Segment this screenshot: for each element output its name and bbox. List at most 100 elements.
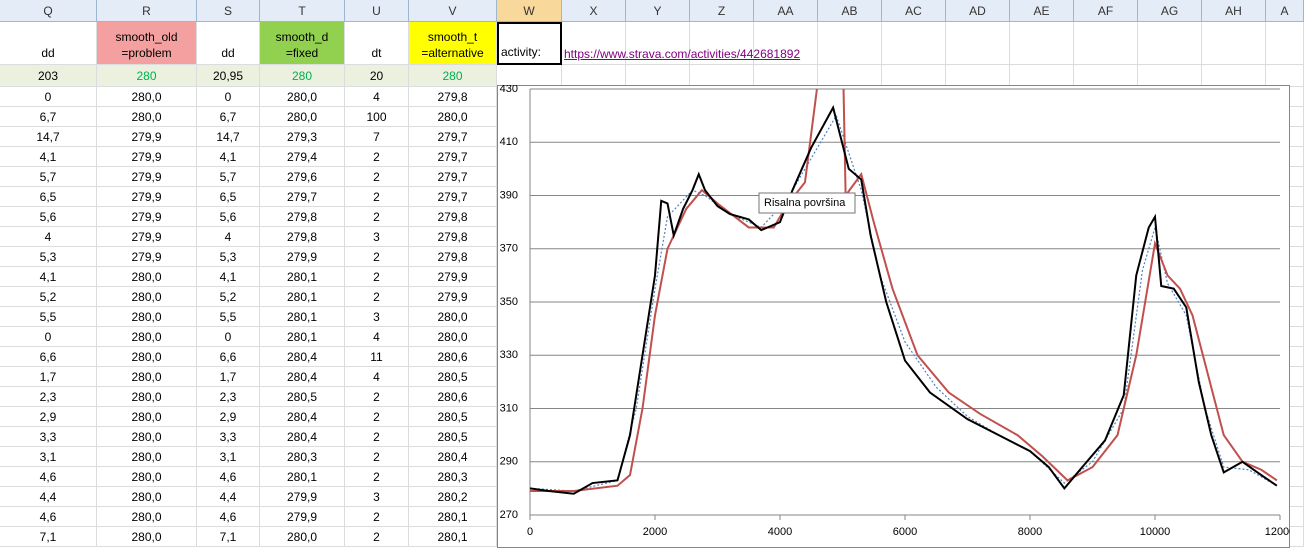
summary-cell[interactable] (1266, 65, 1304, 87)
data-cell[interactable]: 280,4 (409, 447, 497, 467)
data-cell[interactable]: 280,2 (409, 487, 497, 507)
data-cell[interactable]: 11 (345, 347, 409, 367)
data-cell[interactable]: 2 (345, 507, 409, 527)
data-cell[interactable]: 3,3 (197, 427, 260, 447)
header-cell[interactable]: dd (197, 22, 260, 65)
data-cell[interactable]: 279,8 (409, 227, 497, 247)
data-cell[interactable]: 5,6 (0, 207, 97, 227)
data-cell[interactable]: 280,0 (97, 447, 197, 467)
data-cell[interactable]: 279,9 (260, 507, 345, 527)
data-cell[interactable]: 4,1 (197, 147, 260, 167)
header-cell[interactable] (1074, 22, 1138, 65)
data-cell[interactable]: 0 (0, 87, 97, 107)
header-cell[interactable] (1138, 22, 1202, 65)
summary-cell[interactable]: 280 (260, 65, 345, 87)
data-cell[interactable]: 2 (345, 287, 409, 307)
column-header[interactable]: T (260, 0, 345, 22)
data-cell[interactable]: 279,7 (409, 167, 497, 187)
data-cell[interactable]: 280,4 (260, 427, 345, 447)
data-cell[interactable]: 280,0 (97, 487, 197, 507)
column-header[interactable]: S (197, 0, 260, 22)
header-cell[interactable] (562, 22, 626, 65)
data-cell[interactable]: 6,6 (197, 347, 260, 367)
summary-cell[interactable] (754, 65, 818, 87)
data-cell[interactable]: 5,2 (0, 287, 97, 307)
summary-cell[interactable] (946, 65, 1010, 87)
summary-cell[interactable] (1202, 65, 1266, 87)
data-cell[interactable]: 4 (345, 327, 409, 347)
data-cell[interactable]: 6,6 (0, 347, 97, 367)
header-cell[interactable]: smooth_d =fixed (260, 22, 345, 65)
data-cell[interactable]: 7 (345, 127, 409, 147)
data-cell[interactable]: 279,9 (97, 247, 197, 267)
data-cell[interactable]: 279,8 (409, 87, 497, 107)
data-cell[interactable]: 2,9 (0, 407, 97, 427)
data-cell[interactable]: 2 (345, 247, 409, 267)
data-cell[interactable]: 4,6 (0, 467, 97, 487)
data-cell[interactable]: 280,1 (260, 267, 345, 287)
data-cell[interactable]: 14,7 (0, 127, 97, 147)
column-header[interactable]: AD (946, 0, 1010, 22)
data-cell[interactable]: 2,3 (197, 387, 260, 407)
data-cell[interactable]: 14,7 (197, 127, 260, 147)
data-cell[interactable]: 280,0 (97, 267, 197, 287)
data-cell[interactable]: 5,6 (197, 207, 260, 227)
data-cell[interactable]: 2 (345, 147, 409, 167)
column-header[interactable]: A (1266, 0, 1304, 22)
column-header[interactable]: U (345, 0, 409, 22)
data-cell[interactable]: 280,6 (409, 347, 497, 367)
header-cell[interactable] (818, 22, 882, 65)
activity-link[interactable]: https://www.strava.com/activities/442681… (564, 47, 801, 61)
data-cell[interactable]: 6,5 (0, 187, 97, 207)
data-cell[interactable]: 280,5 (409, 407, 497, 427)
data-cell[interactable]: 6,7 (197, 107, 260, 127)
summary-cell[interactable] (626, 65, 690, 87)
summary-cell[interactable] (1010, 65, 1074, 87)
summary-cell[interactable] (1074, 65, 1138, 87)
data-cell[interactable]: 4,4 (197, 487, 260, 507)
data-cell[interactable]: 0 (197, 87, 260, 107)
data-cell[interactable]: 1,7 (0, 367, 97, 387)
data-cell[interactable]: 5,7 (197, 167, 260, 187)
data-cell[interactable]: 279,4 (260, 147, 345, 167)
data-cell[interactable]: 280,5 (260, 387, 345, 407)
data-cell[interactable]: 5,3 (0, 247, 97, 267)
header-cell[interactable] (882, 22, 946, 65)
data-cell[interactable]: 279,8 (409, 247, 497, 267)
data-cell[interactable]: 280,0 (97, 327, 197, 347)
data-cell[interactable]: 280,0 (97, 527, 197, 547)
header-cell[interactable] (626, 22, 690, 65)
data-cell[interactable]: 280,0 (409, 307, 497, 327)
data-cell[interactable]: 5,5 (0, 307, 97, 327)
data-cell[interactable]: 2 (345, 407, 409, 427)
data-cell[interactable]: 280,1 (409, 507, 497, 527)
summary-cell[interactable] (818, 65, 882, 87)
data-cell[interactable]: 280,0 (97, 367, 197, 387)
data-cell[interactable]: 3,3 (0, 427, 97, 447)
data-cell[interactable]: 279,7 (409, 187, 497, 207)
column-header[interactable]: AA (754, 0, 818, 22)
data-cell[interactable]: 280,1 (260, 467, 345, 487)
data-cell[interactable]: 5,3 (197, 247, 260, 267)
data-cell[interactable]: 280,5 (409, 427, 497, 447)
data-cell[interactable]: 2 (345, 267, 409, 287)
data-cell[interactable]: 3,1 (197, 447, 260, 467)
data-cell[interactable]: 279,9 (97, 187, 197, 207)
data-cell[interactable]: 7,1 (0, 527, 97, 547)
data-cell[interactable]: 280,0 (260, 527, 345, 547)
column-header[interactable]: Y (626, 0, 690, 22)
data-cell[interactable]: 2 (345, 167, 409, 187)
data-cell[interactable]: 7,1 (197, 527, 260, 547)
data-cell[interactable]: 4 (197, 227, 260, 247)
data-cell[interactable]: 279,9 (260, 487, 345, 507)
data-cell[interactable]: 280,0 (97, 427, 197, 447)
data-cell[interactable]: 5,7 (0, 167, 97, 187)
data-cell[interactable]: 280,0 (97, 287, 197, 307)
data-cell[interactable]: 4,1 (0, 147, 97, 167)
data-cell[interactable]: 280,0 (97, 507, 197, 527)
header-cell[interactable]: smooth_t =alternative (409, 22, 497, 65)
data-cell[interactable]: 4,4 (0, 487, 97, 507)
data-cell[interactable]: 280,0 (97, 347, 197, 367)
data-cell[interactable]: 279,6 (260, 167, 345, 187)
data-cell[interactable]: 2,3 (0, 387, 97, 407)
